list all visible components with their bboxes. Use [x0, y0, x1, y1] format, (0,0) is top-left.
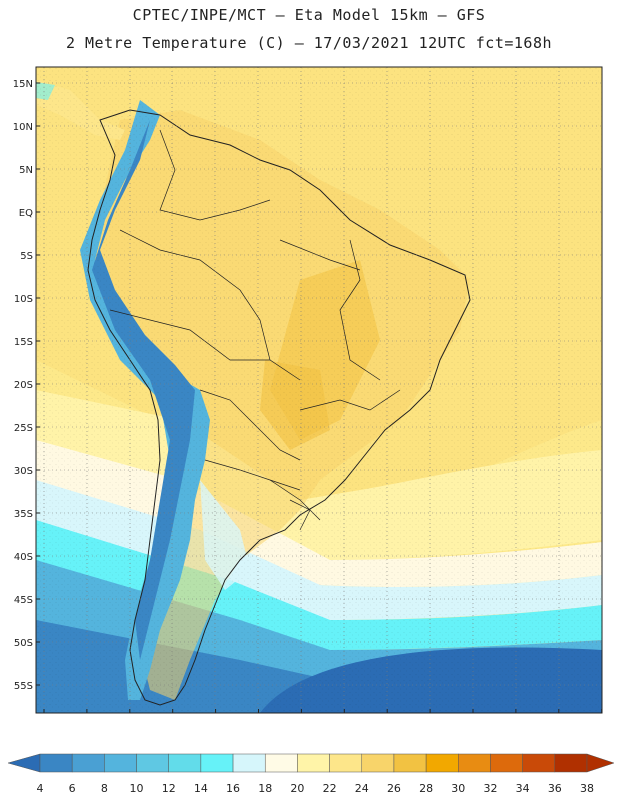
legend-label: 36 — [548, 782, 562, 795]
lat-tick-label: 5N — [19, 165, 33, 176]
legend-swatch — [71, 753, 105, 773]
legend-label: 16 — [226, 782, 240, 795]
legend-label: 8 — [101, 782, 108, 795]
lat-tick-label: 15N — [13, 79, 33, 90]
legend-swatch — [458, 753, 491, 773]
legend-label: 14 — [194, 782, 208, 795]
latitude-ticks: 15N 10N 5N EQ 5S 10S 15S 20S 25S 30S 35S 40S 45S 50S 5… — [13, 79, 40, 692]
legend-swatch — [264, 753, 298, 773]
lat-tick-label: 50S — [14, 638, 33, 649]
longitude-ticks: 85W 80W 75W 70W 65W 60W 55W 50W 45W 40W 35W 30W 25W 2… — [33, 709, 613, 720]
legend-label: 38 — [580, 782, 594, 795]
coastline — [87, 109, 471, 706]
lon-tick-label: 75W — [118, 719, 141, 720]
legend-label: 28 — [419, 782, 433, 795]
legend-label: 26 — [387, 782, 401, 795]
temperature-map: 15N 10N 5N EQ 5S 10S 15S 20S 25S 30S 35S 40S 45S 50S 5… — [13, 66, 613, 720]
lon-tick-label: 55W — [290, 719, 313, 720]
legend-label: 10 — [130, 782, 144, 795]
lat-tick-label: 10N — [13, 122, 33, 133]
legend-label: 32 — [483, 782, 497, 795]
color-legend: 4 6 8 10 12 14 16 18 20 22 24 26 28 30 32 34 36 38 — [7, 753, 615, 795]
legend-swatch — [168, 753, 202, 773]
legend-label: 20 — [290, 782, 304, 795]
country-borders — [109, 129, 401, 531]
lat-tick-label: 45S — [14, 595, 33, 606]
legend-swatch — [361, 753, 395, 773]
legend-swatch — [297, 753, 330, 773]
legend-swatch — [554, 753, 588, 773]
chart-subtitle: 2 Metre Temperature (C) – 17/03/2021 12U… — [65, 34, 553, 52]
chart-title: CPTEC/INPE/MCT – Eta Model 15km – GFS — [132, 6, 486, 24]
lat-tick-label: 25S — [14, 423, 33, 434]
lon-tick-label: 30W — [505, 719, 528, 720]
legend-swatch — [490, 753, 523, 773]
legend-low-arrow — [7, 753, 41, 773]
lon-tick-label: 85W — [33, 719, 56, 720]
legend-swatch — [329, 753, 363, 773]
legend-label: 34 — [516, 782, 530, 795]
legend-swatch — [39, 753, 73, 773]
lon-tick-label: 45W — [376, 719, 399, 720]
legend-label: 12 — [162, 782, 176, 795]
lat-tick-label: 40S — [14, 552, 33, 563]
legend-swatch — [522, 753, 556, 773]
legend-high-arrow — [586, 753, 615, 773]
legend-label: 22 — [323, 782, 337, 795]
lat-tick-label: EQ — [19, 208, 33, 219]
lat-tick-label: 30S — [14, 466, 33, 477]
lon-tick-label: 65W — [204, 719, 227, 720]
legend-swatch — [393, 753, 427, 773]
lat-tick-label: 15S — [14, 337, 33, 348]
legend-swatch — [425, 753, 459, 773]
lat-tick-label: 5S — [20, 251, 33, 262]
legend-swatch — [200, 753, 234, 773]
lon-tick-label: 50W — [333, 719, 356, 720]
map-frame — [35, 66, 603, 714]
legend-label: 30 — [451, 782, 465, 795]
lon-tick-label: 70W — [161, 719, 184, 720]
lat-tick-label: 55S — [14, 681, 33, 692]
lon-tick-label: 35W — [462, 719, 485, 720]
lon-tick-label: 40W — [419, 719, 442, 720]
lon-tick-label: 60W — [247, 719, 270, 720]
lat-tick-label: 35S — [14, 509, 33, 520]
legend-swatch — [104, 753, 137, 773]
lon-tick-label: 20W — [590, 719, 613, 720]
lon-tick-label: 25W — [547, 719, 570, 720]
lat-tick-label: 10S — [14, 294, 33, 305]
lat-tick-label: 20S — [14, 380, 33, 391]
legend-label: 18 — [258, 782, 272, 795]
lon-tick-label: 80W — [76, 719, 99, 720]
legend-swatch — [136, 753, 169, 773]
legend-swatch — [232, 753, 266, 773]
legend-label: 4 — [37, 782, 44, 795]
legend-label: 6 — [69, 782, 76, 795]
legend-label: 24 — [355, 782, 369, 795]
